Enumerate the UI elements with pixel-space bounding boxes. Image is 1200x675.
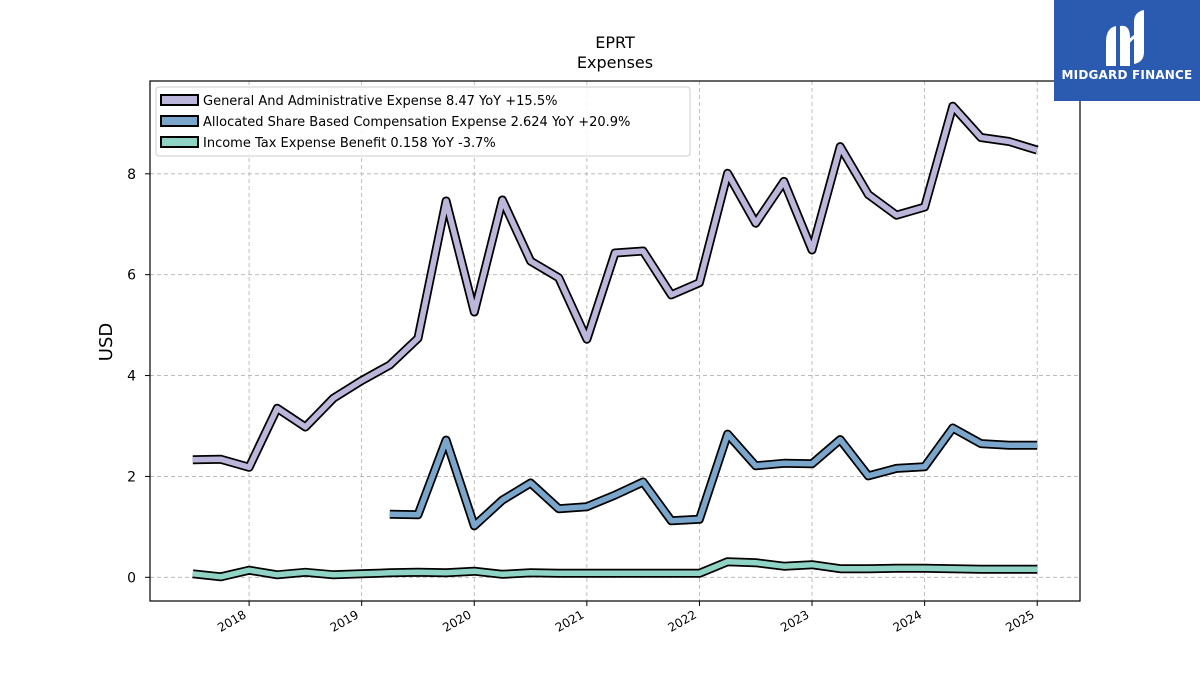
- x-tick-label: 2020: [440, 607, 473, 634]
- y-tick-label: 6: [127, 268, 136, 284]
- y-tick-label: 8: [127, 167, 136, 183]
- legend-entry: General And Administrative Expense 8.47 …: [203, 94, 557, 109]
- x-tick-label: 2021: [553, 607, 586, 634]
- legend-swatch: [160, 115, 199, 127]
- series-line-0: [192, 103, 1039, 471]
- series-line-2: [192, 558, 1038, 580]
- legend: General And Administrative Expense 8.47 …: [155, 86, 691, 157]
- x-tick-label: 2022: [665, 607, 698, 634]
- y-tick-label: 2: [127, 469, 136, 485]
- brand-name: MIDGARD FINANCE: [1061, 68, 1193, 82]
- series-lines: [192, 101, 1039, 582]
- chart-subtitle: Expenses: [577, 53, 653, 72]
- legend-box: [155, 86, 691, 157]
- legend-swatch: [160, 136, 199, 148]
- y-tick-label: 0: [127, 570, 136, 586]
- x-tick-label: 2025: [1003, 607, 1036, 634]
- brand-logo: MIDGARD FINANCE: [1054, 0, 1200, 101]
- chart-title: EPRT: [595, 33, 635, 52]
- x-tick-label: 2018: [215, 607, 248, 634]
- grid: [150, 81, 1080, 601]
- x-tick-label: 2019: [328, 607, 361, 634]
- legend-entry: Income Tax Expense Benefit 0.158 YoY -3.…: [203, 136, 496, 151]
- y-axis-label: USD: [96, 323, 117, 361]
- x-tick-label: 2024: [891, 607, 924, 634]
- y-tick-label: 4: [127, 369, 136, 385]
- plot-frame: [149, 80, 1081, 602]
- midgard-logo-icon: [1106, 10, 1144, 66]
- legend-entry: Allocated Share Based Compensation Expen…: [203, 115, 630, 130]
- x-tick-label: 2023: [778, 607, 811, 634]
- series-line-1: [389, 425, 1038, 529]
- legend-swatch: [160, 94, 199, 106]
